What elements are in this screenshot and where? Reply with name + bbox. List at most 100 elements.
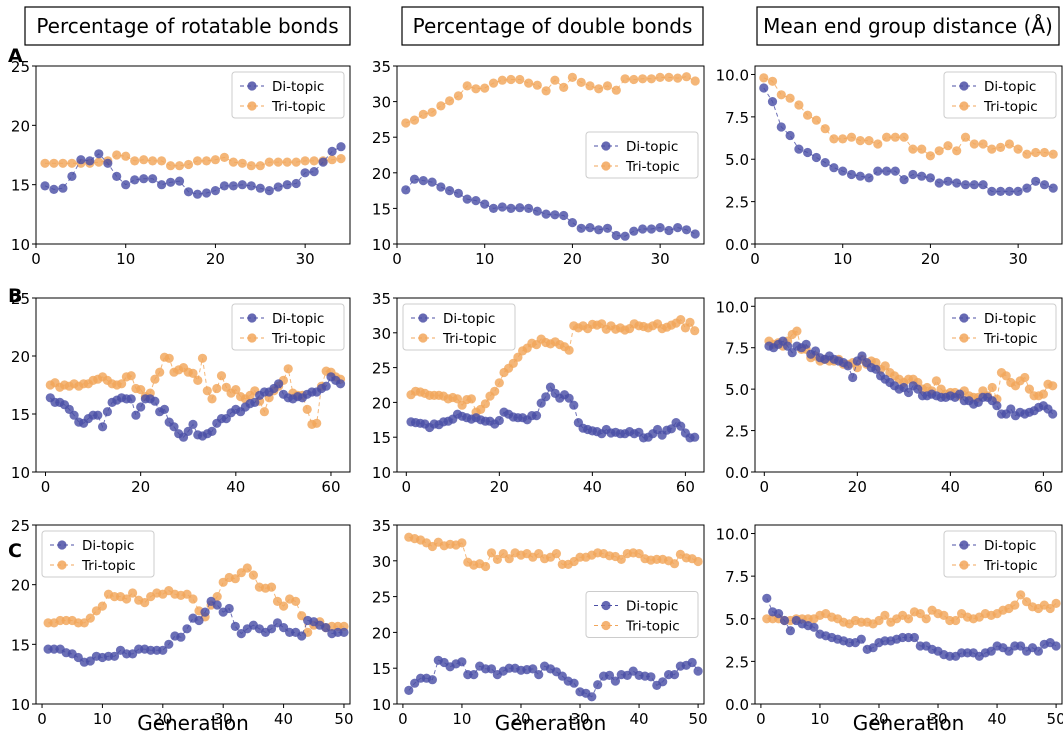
di-topic-point (131, 411, 140, 420)
di-topic-point (188, 420, 197, 429)
di-topic-point (1031, 177, 1040, 186)
di-topic-point (857, 635, 866, 644)
di-topic-point (220, 181, 229, 190)
x-tick-label: 0 (41, 478, 51, 496)
tri-topic-point (480, 84, 489, 93)
x-tick-label: 20 (563, 250, 582, 268)
column-title: Mean end group distance (Å) (763, 14, 1053, 38)
y-tick-label: 7.5 (725, 568, 749, 586)
tri-topic-point (961, 133, 970, 142)
di-topic-point (310, 167, 319, 176)
y-tick-label: 0.0 (725, 236, 749, 254)
tri-topic-point (303, 405, 312, 414)
di-topic-point (952, 178, 961, 187)
di-topic-point (211, 186, 220, 195)
tri-topic-point (467, 394, 476, 403)
tri-topic-point (926, 151, 935, 160)
legend: Di-topic Tri-topic (232, 304, 344, 350)
di-topic-point (926, 173, 935, 182)
legend-marker (247, 81, 256, 90)
di-topic-point (812, 153, 821, 162)
legend: Di-topic Tri-topic (944, 531, 1056, 577)
tri-topic-point (267, 583, 276, 592)
tri-topic-point (283, 158, 292, 167)
tri-topic-point (279, 602, 288, 611)
legend-marker (601, 621, 610, 630)
di-topic-point (130, 175, 139, 184)
tri-topic-point (979, 139, 988, 148)
tri-topic-point (935, 146, 944, 155)
legend-marker (601, 141, 610, 150)
di-topic-point (297, 631, 306, 640)
x-tick-label: 0 (402, 478, 412, 496)
tri-topic-point (676, 315, 685, 324)
di-topic-point (85, 156, 94, 165)
di-topic-point (568, 218, 577, 227)
di-topic-point (127, 394, 136, 403)
di-topic-point (247, 181, 256, 190)
chart-panel: 1015202530350 20 40 60Di-topicTri-topic (372, 290, 704, 496)
tri-topic-point (401, 118, 410, 127)
y-tick-label: 25 (11, 517, 30, 535)
di-topic-point (658, 677, 667, 686)
tri-topic-point (786, 94, 795, 103)
tri-topic-point (988, 383, 997, 392)
tri-topic-point (247, 161, 256, 170)
di-topic-point (829, 163, 838, 172)
tri-topic-point (256, 161, 265, 170)
tri-topic-point (524, 79, 533, 88)
tri-topic-point (193, 376, 202, 385)
legend-label: Tri-topic (983, 558, 1038, 574)
legend-marker (959, 560, 968, 569)
y-tick-label: 2.5 (725, 653, 749, 671)
legend-marker (601, 161, 610, 170)
tri-topic-point (155, 368, 164, 377)
di-topic-point (646, 672, 655, 681)
tri-topic-point (481, 399, 490, 408)
di-topic-point (970, 180, 979, 189)
tri-topic-point (40, 159, 49, 168)
y-tick-label: 15 (372, 429, 391, 447)
di-topic-point (201, 608, 210, 617)
tri-topic-point (515, 75, 524, 84)
legend: Di-topic Tri-topic (232, 72, 344, 118)
tri-topic-point (49, 159, 58, 168)
tri-topic-point (207, 394, 216, 403)
di-topic-point (1014, 187, 1023, 196)
y-tick-label: 30 (372, 553, 391, 571)
tri-topic-point (419, 110, 428, 119)
x-tick-label: 30 (570, 710, 589, 728)
di-topic-point (419, 176, 428, 185)
tri-topic-point (550, 76, 559, 85)
tri-topic-point (428, 108, 437, 117)
legend: Di-topic Tri-topic (42, 531, 154, 577)
tri-topic-point (260, 407, 269, 416)
legend-label: Di-topic (626, 139, 678, 155)
tri-topic-point (670, 559, 679, 568)
di-topic-point (1048, 409, 1057, 418)
di-topic-point (283, 180, 292, 189)
y-tick-label: 25 (11, 58, 30, 76)
di-topic-point (498, 202, 507, 211)
di-topic-point (1052, 641, 1061, 650)
di-topic-point (821, 158, 830, 167)
di-topic-point (570, 679, 579, 688)
legend-label: Tri-topic (442, 331, 497, 347)
x-tick-label: 10 (116, 250, 135, 268)
tri-topic-point (310, 156, 319, 165)
tri-topic-point (1020, 373, 1029, 382)
y-tick-label: 20 (372, 394, 391, 412)
di-topic-point (471, 196, 480, 205)
x-tick-label: 20 (511, 710, 530, 728)
x-tick-label: 40 (274, 710, 293, 728)
x-tick-label: 60 (321, 478, 340, 496)
di-topic-point (436, 182, 445, 191)
tri-topic-point (970, 139, 979, 148)
legend-label: Tri-topic (983, 99, 1038, 115)
tri-topic-point (594, 84, 603, 93)
di-topic-point (541, 392, 550, 401)
legend-marker (57, 540, 66, 549)
legend-label: Di-topic (984, 538, 1036, 554)
di-topic-point (569, 401, 578, 410)
column-title: Percentage of double bonds (413, 14, 693, 38)
